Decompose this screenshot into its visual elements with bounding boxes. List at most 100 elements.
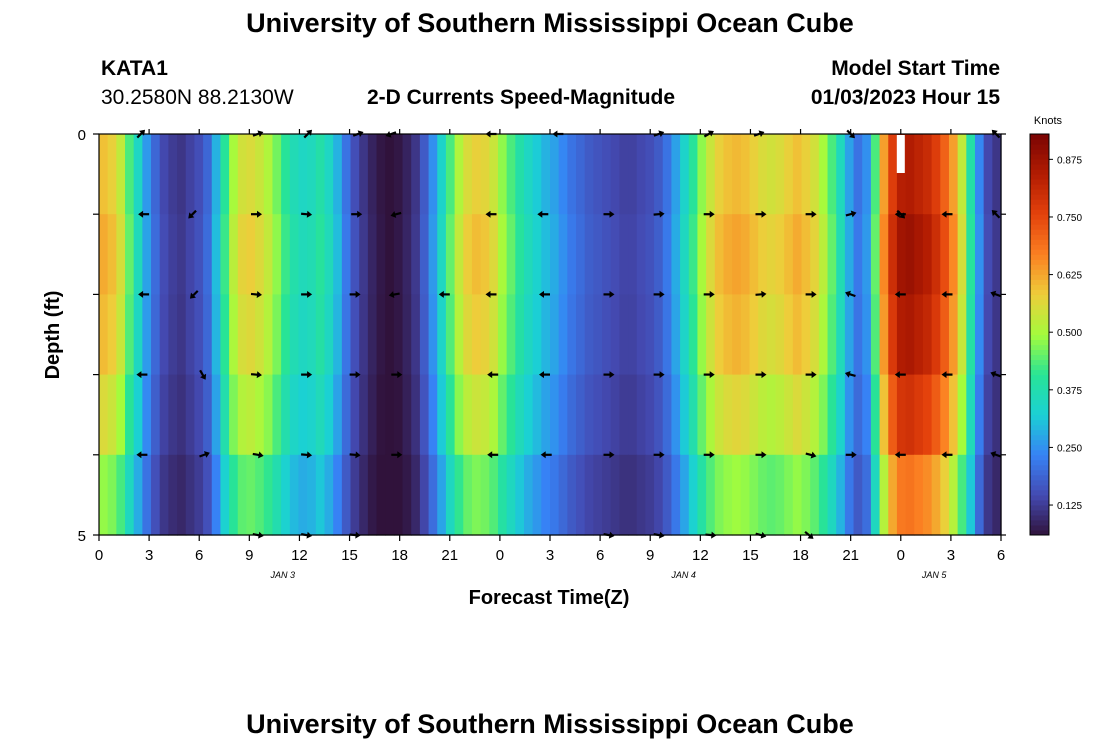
- heatmap-cell: [463, 294, 473, 376]
- heatmap-cell: [827, 134, 837, 215]
- heatmap-cell: [636, 454, 646, 536]
- heatmap-cell: [463, 134, 473, 215]
- heatmap-cell: [983, 374, 993, 456]
- heatmap-cell: [437, 134, 447, 215]
- heatmap-cell: [445, 294, 456, 376]
- heatmap-cell: [324, 294, 334, 376]
- heatmap-cell: [801, 374, 811, 456]
- heatmap-cell: [99, 134, 109, 215]
- colorbar-segment: [1030, 279, 1049, 285]
- heatmap-cell: [576, 134, 586, 215]
- heatmap-cell: [905, 214, 915, 295]
- heatmap-cell: [359, 374, 369, 456]
- heatmap-cell: [393, 294, 404, 376]
- heatmap-cell: [107, 374, 117, 456]
- heatmap-cell: [593, 374, 603, 456]
- colorbar-segment: [1030, 154, 1049, 160]
- colorbar-segment: [1030, 414, 1049, 421]
- heatmap-cell: [289, 294, 300, 376]
- current-arrow: [199, 451, 210, 458]
- heatmap-cell: [298, 294, 308, 376]
- heatmap-cell: [957, 134, 967, 215]
- heatmap-cell: [367, 214, 378, 295]
- heatmap-cell: [940, 374, 950, 456]
- heatmap-cell: [428, 134, 438, 215]
- colorbar-segment: [1030, 499, 1049, 506]
- colorbar-segment: [1030, 489, 1049, 496]
- heatmap-cell: [489, 294, 499, 376]
- heatmap-cell: [471, 374, 482, 456]
- heatmap-cell: [203, 454, 213, 536]
- heatmap-cell: [922, 294, 933, 376]
- heatmap-cell: [272, 294, 282, 376]
- heatmap-cell: [654, 454, 664, 536]
- heatmap-cell: [628, 214, 638, 295]
- heatmap-cell: [419, 214, 430, 295]
- heatmap-cell: [324, 374, 334, 456]
- heatmap-cell: [740, 374, 751, 456]
- heatmap-cell: [497, 134, 508, 215]
- heatmap-cell: [584, 214, 594, 295]
- heatmap-cell: [940, 214, 950, 295]
- heatmap-cell: [983, 134, 993, 215]
- heatmap-cell: [315, 374, 326, 456]
- heatmap-cell: [471, 294, 482, 376]
- footer-title: University of Southern Mississippi Ocean…: [246, 709, 854, 739]
- heatmap-cell: [220, 294, 230, 376]
- heatmap-cell: [177, 214, 187, 295]
- heatmap-cell: [506, 374, 516, 456]
- heatmap-cell: [445, 134, 456, 215]
- colorbar-tick-label: 0.375: [1057, 386, 1082, 397]
- chart-title: 2-D Currents Speed-Magnitude: [367, 86, 676, 109]
- colorbar-segment: [1030, 239, 1049, 245]
- heatmap-cell: [792, 294, 803, 376]
- heatmap-cell: [870, 294, 881, 376]
- colorbar-segment: [1030, 344, 1049, 351]
- heatmap-cell: [732, 374, 742, 456]
- heatmap-cell: [688, 214, 699, 295]
- current-arrow: [199, 369, 207, 380]
- heatmap-cell: [142, 214, 152, 295]
- heatmap-cell: [593, 454, 603, 536]
- heatmap-cell: [931, 294, 941, 376]
- heatmap-cell: [385, 294, 395, 376]
- heatmap-cell: [853, 294, 863, 376]
- heatmap-cell: [662, 294, 673, 376]
- colorbar-segment: [1030, 159, 1049, 165]
- current-arrow: [805, 210, 817, 218]
- heatmap-cell: [723, 454, 733, 536]
- heatmap-cell: [758, 214, 768, 295]
- current-arrow: [487, 371, 499, 379]
- heatmap-cell: [740, 214, 751, 295]
- heatmap-cell: [610, 454, 620, 536]
- heatmap-cell: [610, 214, 620, 295]
- current-arrow: [991, 209, 1001, 219]
- heatmap-cell: [142, 294, 152, 376]
- colorbar-segment: [1030, 514, 1049, 521]
- heatmap-cell: [870, 134, 881, 215]
- colorbar-segment: [1030, 214, 1049, 220]
- heatmap-cell: [931, 134, 941, 215]
- heatmap-cell: [697, 374, 707, 456]
- heatmap-cell: [905, 374, 915, 456]
- heatmap-cell: [662, 374, 673, 456]
- heatmap-cell: [220, 454, 230, 536]
- current-arrow: [250, 371, 262, 379]
- heatmap-cell: [792, 374, 803, 456]
- heatmap-cell: [931, 454, 941, 536]
- heatmap-cell: [532, 214, 542, 295]
- current-arrow: [755, 210, 767, 218]
- heatmap-cell: [688, 374, 699, 456]
- heatmap-cell: [732, 454, 742, 536]
- y-axis: 05: [78, 127, 1006, 545]
- heatmap-cell: [602, 134, 612, 215]
- colorbar-segment: [1030, 244, 1049, 250]
- heatmap-cell: [402, 214, 412, 295]
- heatmap-cell: [688, 454, 699, 536]
- heatmap-cell: [714, 374, 725, 456]
- colorbar-segment: [1030, 299, 1049, 305]
- colorbar-segment: [1030, 249, 1049, 255]
- heatmap-cell: [974, 134, 985, 215]
- heatmap-cell: [437, 374, 447, 456]
- heatmap-cell: [879, 134, 889, 215]
